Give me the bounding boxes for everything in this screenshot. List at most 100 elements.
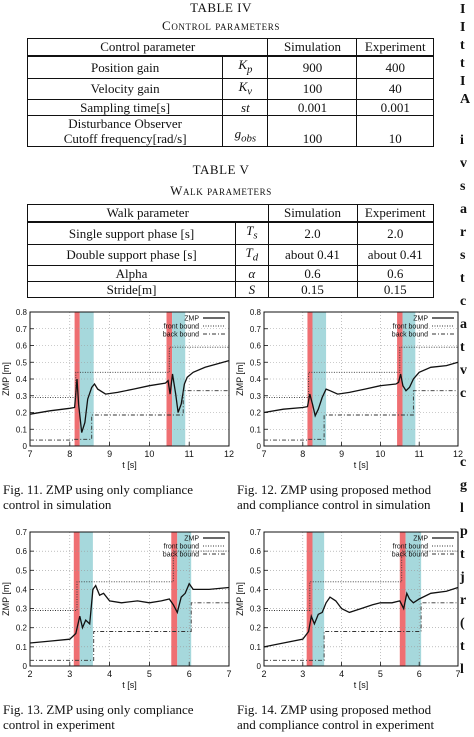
fig14-chart: 2 3 4 5 6 7 0 0.1 0.2 0.3 0.4 0.5 0.6 0.7 t [s] ZMP [m]… — [235, 528, 461, 690]
exp-value: 0.15 — [356, 281, 434, 299]
y-tick-label: 0.5 — [16, 566, 28, 575]
cyan-band — [312, 532, 325, 666]
series-zmp — [29, 582, 230, 644]
right-column-char: c — [460, 294, 467, 309]
table4: Control parameter Simulation Experiment … — [26, 38, 434, 148]
table-row: Disturbance Observer Cutoff frequency[rad… — [26, 115, 434, 148]
table-row: Double support phase [s] Td about 0.41 a… — [26, 243, 434, 267]
series-front-bound — [264, 346, 458, 398]
right-column-char: t — [460, 56, 465, 71]
x-tick-label: 4 — [339, 669, 344, 679]
legend-label: back bound — [392, 332, 428, 339]
param-name-line2: Cutoff frequency[rad/s] — [63, 131, 187, 147]
exp-value: 0.001 — [356, 99, 434, 117]
table-row: Position gain Kp 900 400 — [26, 54, 434, 79]
y-axis-label: ZMP [m] — [235, 582, 245, 616]
y-axis-label: ZMP [m] — [1, 582, 11, 616]
plot-frame — [263, 531, 459, 667]
param-symbol: gobs — [222, 115, 269, 148]
fig12-caption: Fig. 12. ZMP using proposed method and c… — [237, 482, 431, 512]
x-axis-label: t [s] — [122, 460, 137, 470]
param-name: Velocity gain — [26, 77, 224, 101]
param-name: Sampling time[s] — [26, 99, 224, 117]
x-tick-label: 8 — [67, 449, 72, 459]
y-tick-label: 0.6 — [16, 342, 28, 351]
y-tick-label: 0.5 — [16, 358, 28, 367]
plot-frame — [29, 531, 230, 667]
right-column-char: I — [460, 2, 466, 17]
table-row: Alpha α 0.6 0.6 — [26, 265, 434, 283]
series-back-bound — [264, 390, 458, 441]
sim-value: 0.001 — [267, 99, 358, 117]
right-column-char: t — [460, 639, 465, 654]
exp-value: 10 — [356, 115, 434, 148]
fig13-caption-line2: control in experiment — [3, 717, 115, 732]
right-column-char: a — [460, 202, 467, 217]
y-tick-label: 0.2 — [16, 624, 28, 633]
table5: Walk parameter Simulation Experiment Sin… — [26, 204, 434, 299]
table-row: Stride[m] S 0.15 0.15 — [26, 281, 434, 299]
right-column-char: v — [460, 156, 467, 171]
right-column-char: v — [460, 363, 467, 378]
param-symbol: S — [235, 281, 269, 299]
y-axis-label: ZMP [m] — [235, 362, 245, 396]
x-tick-label: 6 — [417, 669, 422, 679]
x-tick-label: 9 — [107, 449, 112, 459]
legend-label: ZMP — [184, 536, 199, 543]
legend-label: ZMP — [413, 316, 428, 323]
y-tick-label: 0 — [23, 442, 28, 451]
x-tick-label: 5 — [378, 669, 383, 679]
series-zmp — [263, 361, 459, 418]
right-column-char: ( — [460, 616, 465, 631]
fig12-chart: 7 8 9 10 11 12 0 0.1 0.2 0.3 0.4 0.5 0.6 0.7 0.8 t [s] Z… — [235, 308, 463, 470]
x-tick-label: 12 — [453, 449, 463, 459]
table5-header-param: Walk parameter — [27, 204, 269, 223]
y-axis-label: ZMP [m] — [1, 362, 11, 396]
sim-value: 900 — [267, 54, 358, 79]
x-tick-label: 12 — [224, 449, 234, 459]
sim-value: 0.6 — [267, 265, 358, 283]
plot-frame — [263, 311, 459, 447]
y-tick-label: 0.8 — [250, 308, 262, 317]
right-column-char: l — [460, 501, 464, 516]
right-column-char — [460, 407, 474, 430]
y-tick-label: 0 — [23, 662, 28, 671]
cyan-band — [405, 532, 422, 666]
param-name: Stride[m] — [26, 281, 237, 299]
x-axis-label: t [s] — [354, 460, 369, 470]
y-tick-label: 0.3 — [16, 392, 28, 401]
right-column-char: s — [460, 248, 466, 263]
fig14-caption-line2: and compliance control in experiment — [237, 717, 435, 732]
param-symbol: Td — [235, 243, 269, 267]
red-band — [399, 532, 406, 666]
y-tick-label: 0.4 — [250, 375, 262, 384]
x-tick-label: 11 — [185, 449, 194, 459]
exp-value: about 0.41 — [356, 243, 434, 267]
param-symbol: Kv — [222, 77, 269, 101]
y-tick-label: 0.7 — [250, 325, 262, 334]
x-tick-label: 10 — [144, 449, 154, 459]
y-tick-label: 0.1 — [16, 425, 28, 434]
x-axis-label: t [s] — [122, 680, 137, 690]
right-column-char: A — [460, 92, 471, 107]
param-name: Single support phase [s] — [26, 220, 237, 245]
x-tick-label: 8 — [300, 449, 305, 459]
red-band — [166, 312, 173, 446]
cyan-band — [177, 532, 192, 666]
series-zmp — [29, 359, 230, 433]
y-tick-label: 0.7 — [16, 325, 28, 334]
right-column-char: g — [460, 478, 467, 493]
legend-label: back bound — [392, 552, 428, 559]
y-tick-label: 0.5 — [250, 566, 262, 575]
right-column-char: t — [460, 547, 465, 562]
right-column-char: t — [460, 340, 465, 355]
fig11-caption: Fig. 11. ZMP using only compliance contr… — [3, 482, 193, 512]
fig12-caption-line1: Fig. 12. ZMP using proposed method — [237, 482, 432, 497]
y-tick-label: 0.2 — [250, 409, 262, 418]
table-row: Velocity gain Kv 100 40 — [26, 77, 434, 101]
cyan-band — [172, 312, 186, 446]
series-back-bound — [30, 390, 229, 441]
y-tick-label: 0.2 — [250, 624, 262, 633]
legend-label: back bound — [163, 552, 199, 559]
right-column-char: r — [460, 593, 467, 608]
